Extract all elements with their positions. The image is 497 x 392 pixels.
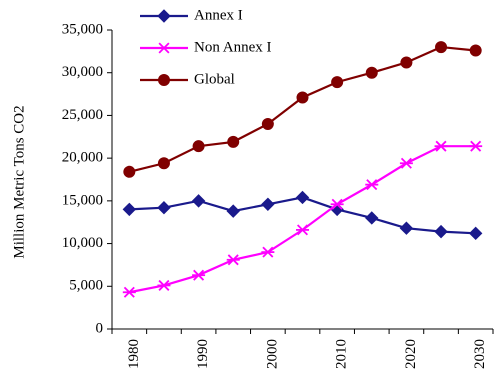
data-point-asterisk [469, 140, 483, 152]
data-point-asterisk [122, 286, 136, 298]
data-point-diamond [434, 224, 448, 239]
x-tick-label-group: 2000 [264, 339, 280, 369]
data-point-asterisk [261, 246, 275, 258]
data-point-diamond [295, 190, 310, 205]
y-tick-label: 25,000 [62, 107, 103, 123]
data-point-circle [227, 135, 240, 148]
y-tick-label: 10,000 [62, 235, 103, 251]
data-point-circle [435, 41, 448, 54]
y-axis-title: Million Metric Tons CO2 [11, 105, 27, 258]
x-tick-label-group: 2030 [472, 339, 488, 369]
asterisk-stroke [470, 140, 482, 152]
data-point-asterisk [365, 179, 379, 191]
asterisk-stroke [296, 224, 309, 236]
x-tick-label: 2030 [472, 339, 488, 369]
asterisk-stroke [435, 140, 447, 152]
data-point-diamond [261, 197, 275, 211]
data-point-diamond [468, 226, 483, 241]
data-point-asterisk [330, 198, 344, 210]
legend-item: Non Annex I [140, 39, 272, 55]
y-tick-label: 0 [96, 320, 104, 336]
legend-label: Global [194, 71, 235, 87]
asterisk-stroke [331, 198, 343, 210]
data-point-diamond [226, 204, 240, 218]
y-tick-label: 35,000 [62, 21, 103, 37]
asterisk-stroke [158, 279, 170, 291]
data-point-circle [365, 66, 378, 79]
data-point-circle [261, 117, 274, 130]
x-tick-label: 2000 [264, 339, 280, 369]
legend: Annex I Non Annex I Global [140, 7, 272, 87]
axes: 0 5,000 10,000 15,000 20,000 25,000 30,000 35,0… [62, 21, 494, 369]
y-tick-label: 20,000 [62, 150, 103, 166]
y-tick-label: 30,000 [62, 64, 103, 80]
series-line [129, 145, 476, 294]
y-tick-label: 5,000 [69, 278, 103, 294]
data-point-asterisk [157, 279, 171, 291]
x-tick-label-group: 1990 [195, 339, 211, 369]
data-point-circle [123, 165, 136, 178]
asterisk-stroke [262, 246, 274, 258]
data-point-diamond [191, 194, 206, 208]
data-point-circle [192, 140, 205, 153]
series-layer [122, 41, 483, 298]
asterisk-stroke [400, 157, 412, 169]
x-tick-label: 2020 [403, 339, 419, 369]
data-point-circle [331, 76, 344, 89]
x-tick-label-group: 2010 [334, 339, 350, 369]
legend-item: Global [140, 71, 235, 87]
data-point-diamond [122, 202, 137, 217]
data-point-circle [157, 157, 170, 170]
legend-label: Non Annex I [194, 39, 272, 55]
y-axis-label: Million Metric Tons CO2 [11, 105, 27, 258]
x-tick-label: 2010 [334, 339, 350, 369]
data-point-circle [400, 56, 413, 69]
asterisk-stroke [366, 179, 378, 191]
data-point-diamond [399, 221, 414, 235]
series-line [129, 45, 476, 173]
series-global [123, 41, 482, 178]
data-point-asterisk [192, 269, 206, 281]
asterisk-stroke [158, 42, 170, 54]
asterisk-stroke [123, 286, 135, 298]
data-point-diamond [157, 9, 171, 23]
x-tick-label: 1980 [126, 339, 142, 369]
data-point-circle [469, 44, 482, 57]
data-point-asterisk [399, 157, 413, 169]
data-point-asterisk [434, 140, 448, 152]
asterisk-stroke [193, 269, 205, 281]
x-tick-label-group: 2020 [403, 339, 419, 369]
series-non-annex-i [122, 140, 483, 298]
asterisk-stroke [227, 254, 239, 266]
data-point-asterisk [296, 224, 309, 236]
x-tick-label-group: 1980 [126, 339, 142, 369]
x-tick-label: 1990 [195, 339, 211, 369]
data-point-circle [296, 91, 309, 104]
legend-item: Annex I [140, 7, 243, 23]
data-point-circle [158, 74, 170, 86]
data-point-asterisk [157, 42, 171, 54]
data-point-diamond [157, 200, 171, 215]
legend-label: Annex I [194, 7, 243, 23]
data-point-asterisk [226, 254, 240, 266]
y-tick-label: 15,000 [62, 192, 103, 208]
data-point-diamond [365, 211, 379, 225]
series-annex-i [122, 190, 483, 241]
